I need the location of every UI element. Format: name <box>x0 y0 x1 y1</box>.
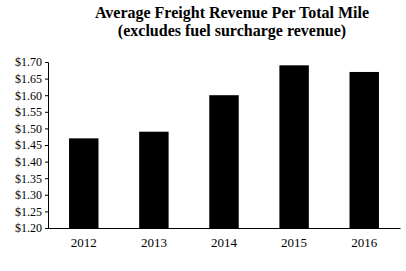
subtitle: (excludes fuel surcharge revenue) <box>118 22 346 40</box>
x-tick: 2012 <box>71 228 97 250</box>
y-tick-label: $1.50 <box>15 122 42 136</box>
x-axis-line <box>49 228 401 229</box>
y-tick-label: $1.30 <box>15 188 42 202</box>
y-tick-mark <box>45 95 48 96</box>
y-tick-label: $1.25 <box>15 205 42 219</box>
y-tick-label: $1.35 <box>15 172 42 186</box>
y-tick-label: $1.60 <box>15 89 42 103</box>
y-tick-mark <box>45 162 48 163</box>
x-tick-label: 2015 <box>281 235 307 250</box>
y-tick-label: $1.70 <box>15 55 42 69</box>
title-line: Average Freight Revenue Per Total Mile <box>95 4 369 22</box>
y-tick: $1.30 <box>15 188 48 202</box>
x-tick-label: 2014 <box>211 235 238 250</box>
y-tick-label: $1.55 <box>15 105 42 119</box>
title: Average Freight Revenue Per Total Mile <box>95 4 369 22</box>
y-tick-mark <box>45 228 48 229</box>
y-tick-mark <box>45 62 48 63</box>
y-tick-mark <box>45 195 48 196</box>
y-tick-mark <box>45 79 48 80</box>
y-axis: $1.20 $1.25 $1.30 $1.35 $1.40 $1.45 $1.50 $1.55… <box>15 55 49 235</box>
y-tick-label: $1.20 <box>15 221 42 235</box>
x-axis: 2012 2013 2014 2015 2016 <box>49 228 401 250</box>
y-tick-label: $1.65 <box>15 72 42 86</box>
bar <box>139 132 168 228</box>
bars <box>69 65 379 228</box>
y-tick-mark <box>45 211 48 212</box>
plot: $1.20 $1.25 $1.30 $1.35 $1.40 $1.45 $1.50 $1.55… <box>15 55 401 250</box>
x-tick: 2015 <box>281 228 307 250</box>
x-tick: 2013 <box>141 228 167 250</box>
x-tick: 2016 <box>351 228 378 250</box>
x-tick-label: 2013 <box>141 235 167 250</box>
x-tick-label: 2012 <box>71 235 97 250</box>
y-tick: $1.35 <box>15 172 48 186</box>
x-tick-label: 2016 <box>351 235 378 250</box>
y-tick-label: $1.45 <box>15 138 42 152</box>
bar <box>350 72 379 228</box>
bar <box>69 138 98 228</box>
x-tick: 2014 <box>211 228 238 250</box>
y-tick-mark <box>45 128 48 129</box>
y-tick-mark <box>45 112 48 113</box>
y-tick-label: $1.40 <box>15 155 42 169</box>
y-tick: $1.70 <box>15 55 48 69</box>
chart: Average Freight Revenue Per Total Mile(e… <box>0 0 406 271</box>
y-tick: $1.40 <box>15 155 48 169</box>
y-tick: $1.45 <box>15 138 48 152</box>
bar <box>209 95 238 228</box>
y-tick-mark <box>45 145 48 146</box>
y-tick: $1.55 <box>15 105 48 119</box>
y-tick: $1.50 <box>15 122 48 136</box>
y-tick: $1.20 <box>15 221 48 235</box>
bar <box>279 65 308 228</box>
y-tick: $1.60 <box>15 89 48 103</box>
y-tick: $1.25 <box>15 205 48 219</box>
y-tick-mark <box>45 178 48 179</box>
y-tick: $1.65 <box>15 72 48 86</box>
y-axis-line <box>45 63 49 229</box>
